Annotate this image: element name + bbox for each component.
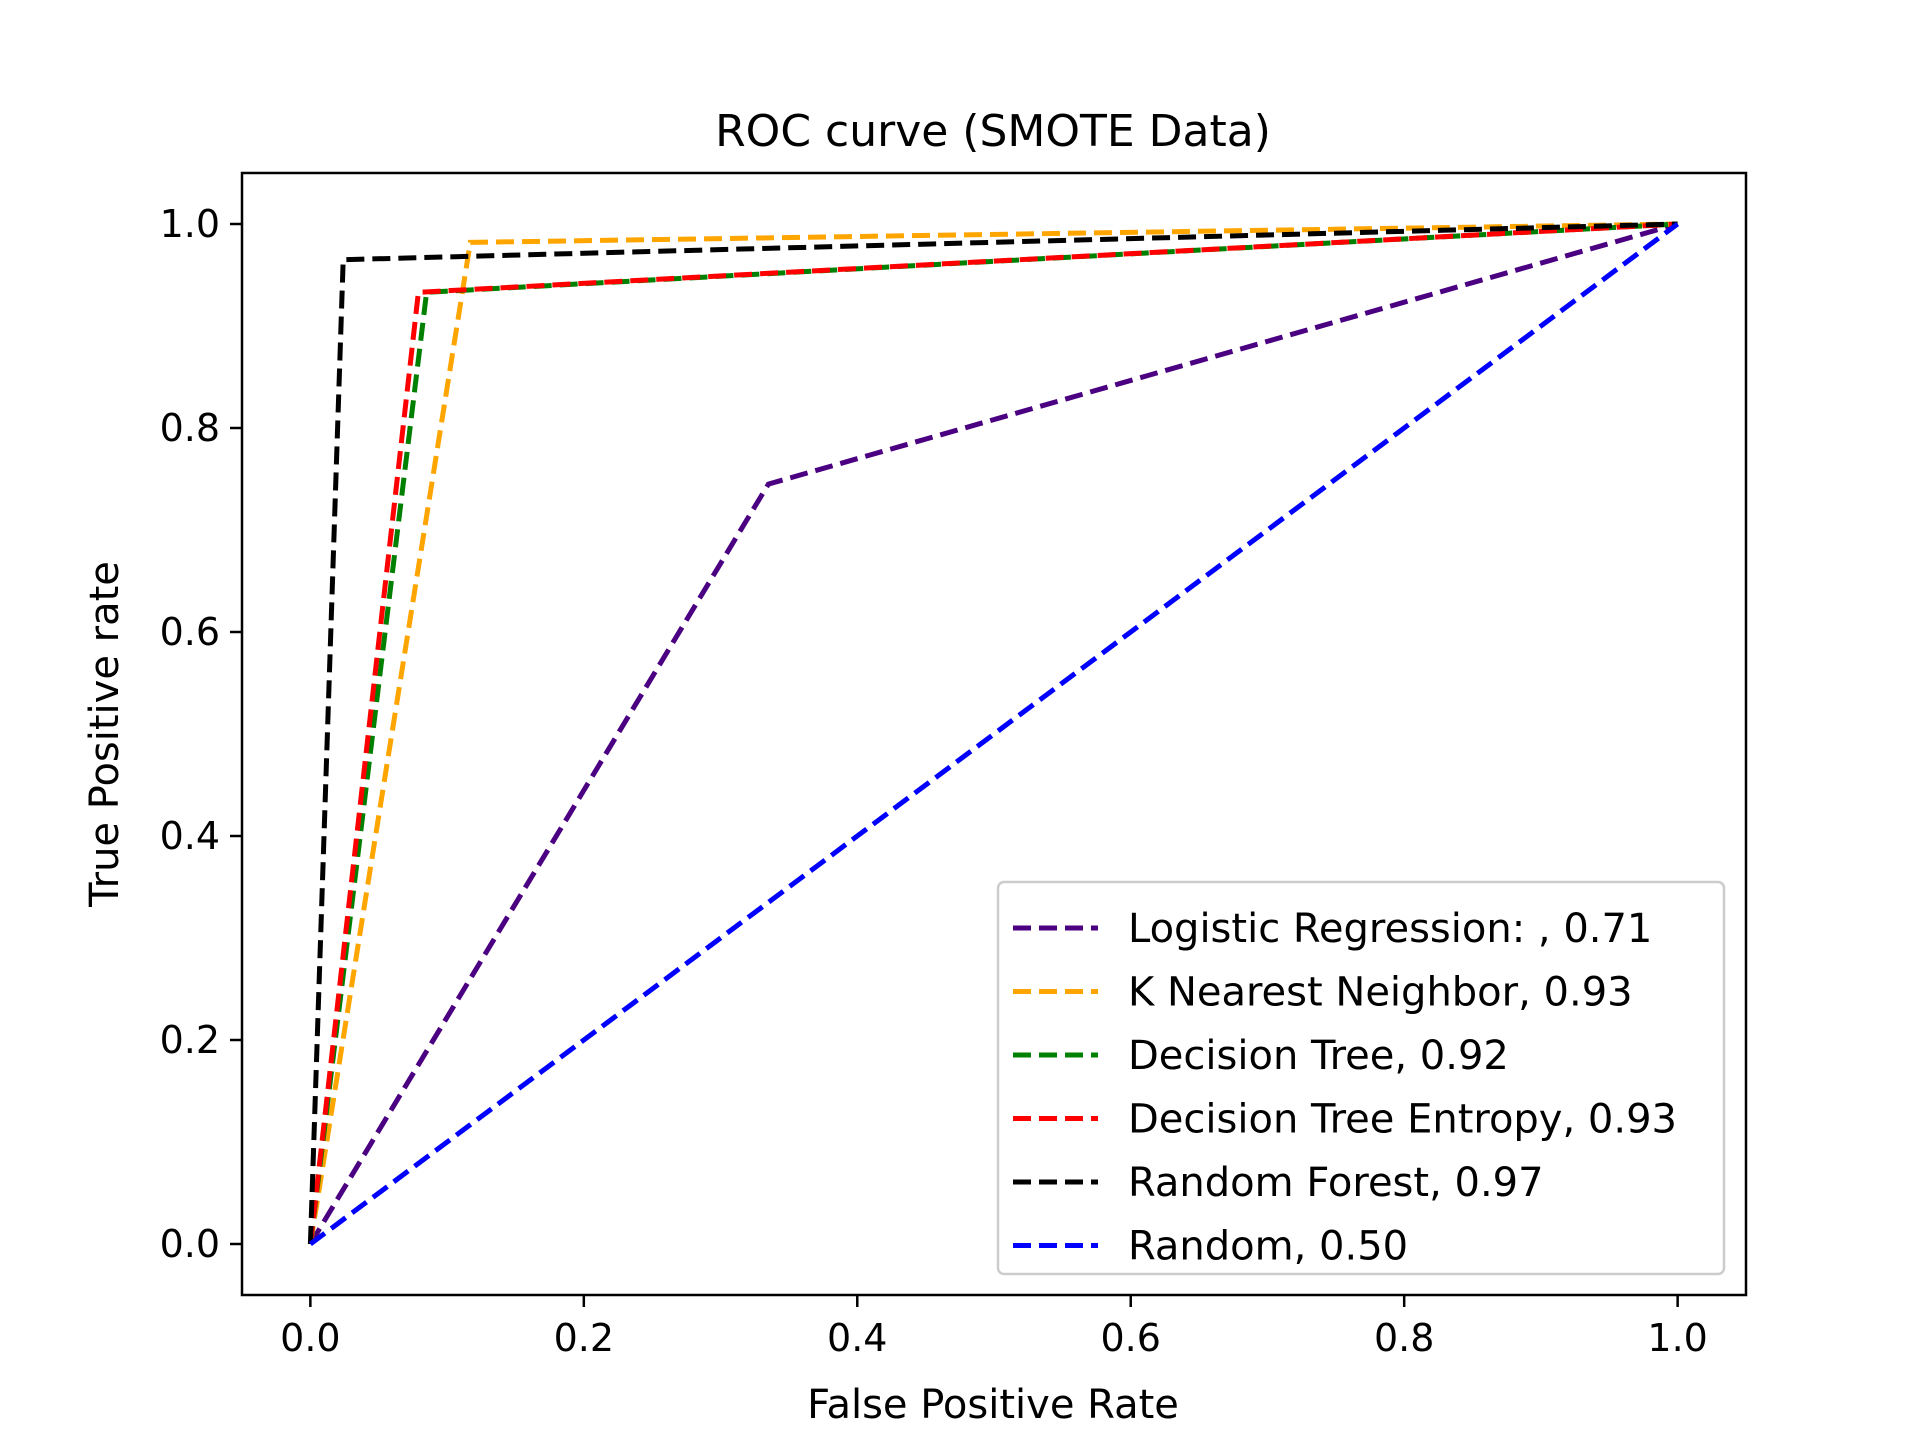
plot-area	[240, 171, 1748, 1297]
x-tick-label: 0.8	[1374, 1316, 1434, 1360]
x-tick-label: 0.4	[827, 1316, 887, 1360]
y-axis-ticks: 0.0 0.2 0.4 0.6 0.8 1.0	[160, 202, 242, 1266]
x-axis-label: False Positive Rate	[807, 1382, 1179, 1428]
x-tick-label: 0.2	[554, 1316, 614, 1360]
y-tick-label: 1.0	[160, 202, 220, 246]
series-line-5	[307, 221, 1678, 1245]
x-tick-label: 1.0	[1647, 1316, 1707, 1360]
legend: Logistic Regression: , 0.71 K Nearest Nei…	[996, 880, 1726, 1276]
legend-label: Logistic Regression: , 0.71	[1128, 906, 1652, 952]
series-line-1	[308, 221, 1679, 1246]
y-tick-label: 0.6	[160, 610, 220, 654]
legend-label: Random Forest, 0.97	[1128, 1160, 1544, 1206]
legend-label: Decision Tree, 0.92	[1128, 1033, 1509, 1079]
x-tick-label: 0.6	[1101, 1316, 1161, 1360]
legend-box	[996, 880, 1726, 1276]
x-axis-ticks: 0.0 0.2 0.4 0.6 0.8 1.0	[280, 1295, 1708, 1360]
y-tick-label: 0.8	[160, 406, 220, 450]
y-tick-label: 0.0	[160, 1222, 220, 1266]
chart-title: ROC curve (SMOTE Data)	[715, 106, 1271, 157]
series-line-4	[307, 221, 1678, 1245]
legend-label: Random, 0.50	[1128, 1224, 1408, 1270]
series-line-6	[308, 221, 1680, 1247]
y-axis-label: True Positive rate	[82, 561, 128, 908]
axes-frame	[240, 171, 1748, 1297]
x-tick-label: 0.0	[280, 1316, 340, 1360]
legend-label: K Nearest Neighbor, 0.93	[1128, 970, 1633, 1016]
series-line-2	[307, 221, 1678, 1245]
legend-label: Decision Tree Entropy, 0.93	[1128, 1097, 1677, 1143]
y-tick-label: 0.2	[160, 1018, 220, 1062]
y-tick-label: 0.4	[160, 814, 220, 858]
